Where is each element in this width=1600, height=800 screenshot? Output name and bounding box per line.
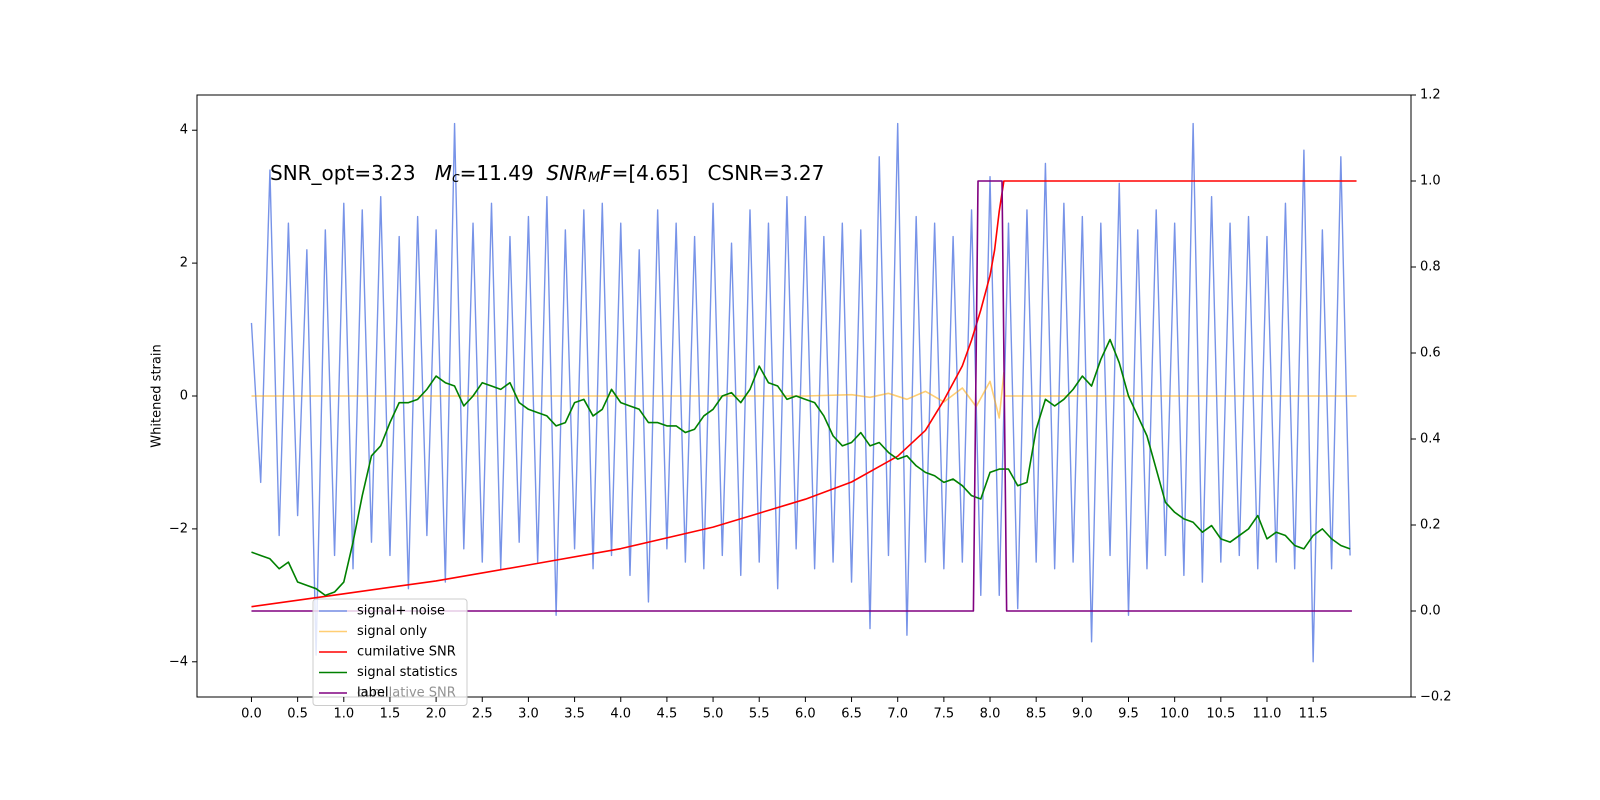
series-line — [251, 371, 1357, 419]
x-tick-label: 2.5 — [472, 707, 493, 722]
y-tick-label: 0 — [180, 389, 188, 404]
x-tick-label: 4.5 — [657, 707, 678, 722]
legend: cumilative SNR cumilative SNR signal+ nois… — [312, 598, 468, 706]
legend-label: cumilative SNR — [357, 645, 456, 660]
x-tick-label: 8.5 — [1026, 707, 1047, 722]
y-tick-label: 4 — [180, 123, 188, 138]
series-line — [251, 180, 1352, 612]
series-line — [250, 122, 1351, 663]
series-line — [251, 338, 1351, 597]
legend-label: label — [357, 686, 388, 701]
x-tick-label: 10.0 — [1160, 707, 1189, 722]
plot-area — [250, 122, 1357, 663]
y2-tick-label: 1.2 — [1420, 88, 1441, 103]
annotation-part: SNR — [546, 161, 588, 185]
legend-box — [312, 598, 468, 706]
x-tick-label: 1.0 — [333, 707, 354, 722]
x-tick-label: 5.0 — [703, 707, 724, 722]
annotation-part: =[4.65] CSNR=3.27 — [612, 161, 825, 185]
x-tick-label: 6.0 — [795, 707, 816, 722]
x-tick-label: 9.5 — [1118, 707, 1139, 722]
annotation-part: =11.49 — [460, 161, 547, 185]
y-tick-label: −4 — [169, 654, 188, 669]
y-tick-label: −2 — [169, 521, 188, 536]
x-tick-label: 9.0 — [1072, 707, 1093, 722]
y2-tick-label: 0.4 — [1420, 432, 1441, 447]
y2-tick-label: 0.2 — [1420, 518, 1441, 533]
x-tick-label: 0.0 — [241, 707, 262, 722]
x-tick-label: 2.0 — [426, 707, 447, 722]
annotation-part: M — [435, 161, 452, 185]
y2-tick-label: 1.0 — [1420, 174, 1441, 189]
x-tick-label: 11.5 — [1299, 707, 1328, 722]
x-tick-label: 0.5 — [287, 707, 308, 722]
x-tick-label: 3.0 — [518, 707, 539, 722]
x-tick-label: 5.5 — [749, 707, 770, 722]
x-tick-label: 10.5 — [1206, 707, 1235, 722]
y-axis-label: Whitened strain — [150, 344, 165, 447]
y2-tick-label: 0.0 — [1420, 604, 1441, 619]
annotation-part: SNR_opt=3.23 — [270, 161, 435, 185]
annotation: SNR_opt=3.23 Mc=11.49 SNRMF=[4.65] CSNR=… — [270, 161, 824, 186]
legend-label: signal+ noise — [357, 604, 445, 619]
y-tick-label: 2 — [180, 256, 188, 271]
legend-label: signal statistics — [357, 665, 458, 680]
x-tick-label: 6.5 — [841, 707, 862, 722]
y2-tick-label: −0.2 — [1420, 690, 1452, 705]
x-tick-label: 11.0 — [1253, 707, 1282, 722]
x-tick-label: 8.0 — [980, 707, 1001, 722]
y2-tick-label: 0.8 — [1420, 260, 1441, 275]
annotation-part: M — [588, 170, 600, 186]
annotation-part: F — [600, 161, 612, 185]
annotation-part: c — [452, 170, 460, 186]
series-line — [251, 180, 1357, 608]
background-legend-text: cumilative SNR — [357, 686, 456, 701]
x-tick-label: 7.5 — [934, 707, 955, 722]
x-tick-label: 7.0 — [887, 707, 908, 722]
legend-label: signal only — [357, 624, 427, 639]
x-tick-label: 3.5 — [564, 707, 585, 722]
y2-tick-label: 0.6 — [1420, 346, 1441, 361]
x-tick-label: 4.0 — [610, 707, 631, 722]
x-tick-label: 1.5 — [380, 707, 401, 722]
